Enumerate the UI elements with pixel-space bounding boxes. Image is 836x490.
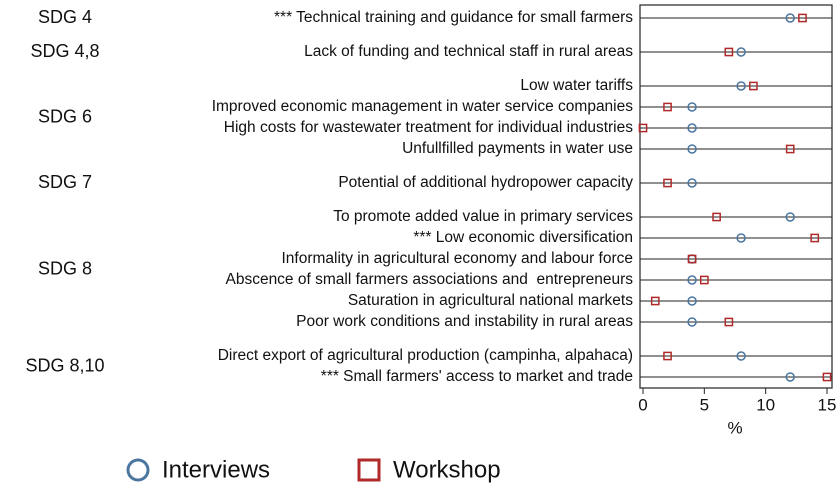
category-label: Lack of funding and technical staff in r…: [304, 43, 633, 60]
data-point: [663, 178, 672, 188]
category-label: To promote added value in primary servic…: [333, 208, 633, 225]
data-point: [687, 144, 697, 154]
data-point: [687, 275, 697, 285]
legend-marker: [357, 458, 381, 482]
data-point: [798, 13, 807, 23]
data-point: [822, 372, 832, 382]
data-point: [724, 317, 734, 327]
data-point: [650, 296, 660, 306]
plot-frame: [639, 4, 833, 389]
data-point: [785, 13, 795, 23]
group-label: SDG 7: [38, 172, 92, 192]
x-tick-label: 15: [818, 395, 836, 414]
category-label: Potential of additional hydropower capac…: [338, 174, 633, 191]
x-tick-label: 0: [638, 395, 647, 414]
data-point: [699, 275, 709, 285]
data-point: [736, 81, 746, 91]
data-point: [663, 351, 672, 361]
category-label: *** Small farmers' access to market and …: [321, 368, 633, 385]
category-label: *** Low economic diversification: [413, 229, 633, 246]
data-point: [687, 178, 697, 188]
data-point: [687, 296, 697, 306]
data-point: [785, 212, 795, 222]
x-tick-label: 5: [700, 395, 709, 414]
x-tick-label: 10: [756, 395, 775, 414]
data-point: [687, 123, 697, 133]
group-label: SDG 8,10: [25, 355, 104, 375]
category-label: *** Technical training and guidance for …: [274, 9, 633, 26]
category-label: Informality in agricultural economy and …: [281, 250, 633, 267]
data-point: [810, 233, 820, 243]
data-point: [663, 102, 672, 112]
group-label: SDG 6: [38, 106, 92, 126]
data-point: [736, 233, 746, 243]
data-point: [687, 254, 697, 264]
data-point: [736, 351, 746, 361]
data-point: [785, 372, 795, 382]
data-point: [736, 47, 746, 57]
group-label: SDG 4: [38, 7, 92, 27]
data-point: [687, 102, 697, 112]
group-label: SDG 8: [38, 258, 92, 278]
x-axis-label: %: [727, 418, 742, 437]
category-label: Abscence of small farmers associations a…: [225, 271, 633, 288]
category-label: Poor work conditions and instability in …: [296, 313, 633, 330]
category-label: Improved economic management in water se…: [212, 98, 634, 115]
category-label: Saturation in agricultural national mark…: [348, 292, 633, 309]
legend-marker: [126, 458, 150, 482]
category-label: High costs for wastewater treatment for …: [224, 119, 633, 136]
legend-label: Interviews: [162, 456, 270, 483]
data-point: [638, 123, 648, 133]
category-label: Unfullfilled payments in water use: [402, 140, 633, 157]
category-label: Low water tariffs: [520, 77, 633, 94]
data-point: [749, 81, 758, 91]
data-point: [724, 47, 734, 57]
data-point: [785, 144, 795, 154]
group-label: SDG 4,8: [30, 41, 99, 61]
data-point: [687, 317, 697, 327]
category-label: Direct export of agricultural production…: [218, 347, 633, 364]
legend-label: Workshop: [393, 456, 501, 483]
data-point: [712, 212, 721, 222]
